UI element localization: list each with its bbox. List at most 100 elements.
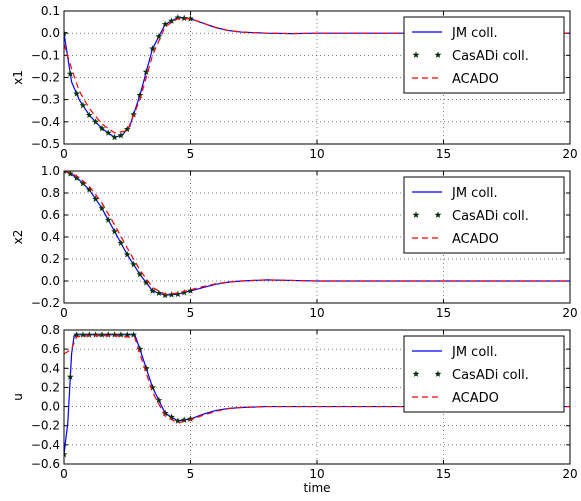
data-point-casadi	[98, 124, 106, 132]
data-point-casadi	[161, 409, 169, 417]
data-point-casadi	[117, 131, 125, 139]
series-line-acado	[64, 18, 570, 134]
data-point-casadi	[111, 227, 119, 235]
legend-label: CasADi coll.	[452, 209, 529, 224]
data-point-casadi	[111, 133, 119, 141]
series-line-acado	[64, 335, 570, 424]
y-tick-label: 0.8	[41, 186, 60, 200]
legend-box	[403, 176, 565, 254]
y-tick-label: −0.4	[31, 438, 60, 452]
legend-marker	[412, 370, 420, 377]
data-point-casadi	[161, 291, 169, 299]
x-tick-label: 0	[60, 147, 68, 161]
data-point-casadi	[130, 260, 137, 268]
x-tick-label: 10	[309, 306, 324, 320]
data-point-casadi	[155, 396, 163, 404]
data-point-casadi	[66, 171, 74, 177]
x-tick-label: 15	[436, 467, 451, 481]
data-point-casadi	[85, 331, 93, 338]
data-point-casadi	[136, 345, 144, 353]
data-point-casadi	[168, 17, 175, 24]
data-point-casadi	[64, 450, 68, 458]
data-point-casadi	[79, 101, 87, 109]
data-point-casadi	[104, 331, 112, 338]
y-tick-label: −0.2	[31, 296, 60, 310]
legend-label: JM coll.	[451, 186, 498, 201]
data-point-casadi	[180, 14, 188, 22]
data-point-casadi	[73, 90, 81, 97]
data-point-casadi	[174, 290, 182, 298]
data-point-casadi	[187, 415, 194, 422]
y-tick-label: −0.2	[31, 419, 60, 433]
data-point-casadi	[149, 287, 156, 294]
x-tick-label: 20	[562, 467, 577, 481]
data-point-casadi	[66, 373, 74, 380]
y-tick-label: −0.5	[31, 137, 60, 151]
x-tick-label: 15	[436, 306, 451, 320]
legend: JM coll. CasADi coll. ACADO	[403, 335, 565, 413]
y-tick-label: 0.2	[41, 380, 60, 394]
x-tick-label: 10	[309, 147, 324, 161]
y-tick-label: −0.4	[31, 115, 60, 129]
y-tick-label: −0.1	[31, 48, 60, 62]
data-point-casadi	[174, 14, 182, 21]
x-tick-label: 5	[187, 467, 195, 481]
legend-marker	[412, 211, 420, 218]
legend-box	[403, 335, 565, 413]
legend-marker	[434, 370, 442, 377]
y-tick-label: 0.6	[41, 342, 60, 356]
data-point-casadi	[136, 270, 144, 278]
y-axis-label: x2	[11, 230, 25, 245]
data-point-casadi	[111, 331, 119, 338]
data-point-casadi	[123, 125, 131, 133]
data-point-casadi	[104, 216, 112, 223]
y-tick-label: 0.1	[41, 4, 60, 18]
data-point-casadi	[92, 195, 100, 202]
y-tick-label: 0.4	[41, 230, 60, 244]
legend-label: JM coll.	[451, 345, 498, 360]
data-point-casadi	[130, 331, 137, 338]
legend-marker	[434, 51, 442, 58]
axes-frame	[63, 329, 571, 465]
x-tick-label: 20	[562, 147, 577, 161]
legend-label: ACADO	[452, 72, 499, 87]
data-point-casadi	[92, 331, 100, 338]
y-tick-label: 0.8	[41, 323, 60, 337]
data-point-casadi	[98, 331, 106, 338]
subplot-x2: 0 5 10 15 20 −0.2 0.0 0.2 0.4 0.6 0.8 1.0 x2 JM coll.…	[11, 164, 578, 320]
series-line-acado	[64, 171, 570, 295]
x-tick-label: 15	[436, 147, 451, 161]
y-tick-label: −0.6	[31, 457, 60, 471]
data-point-casadi	[155, 289, 163, 297]
x-tick-label: 20	[562, 306, 577, 320]
y-tick-label: 1.0	[41, 164, 60, 178]
legend-marker	[412, 51, 420, 58]
axes-frame	[63, 10, 571, 145]
legend-label: CasADi coll.	[452, 49, 529, 64]
data-point-casadi	[180, 416, 188, 423]
y-tick-label: −0.3	[31, 93, 60, 107]
data-point-casadi	[79, 331, 87, 338]
data-point-casadi	[187, 287, 194, 294]
series-group	[64, 171, 570, 299]
axes-frame	[63, 170, 571, 304]
data-point-casadi	[136, 91, 144, 99]
legend-marker	[434, 211, 442, 218]
y-axis-label: x1	[11, 70, 25, 85]
data-point-casadi	[155, 32, 163, 40]
data-point-casadi	[142, 364, 150, 372]
legend-label: ACADO	[452, 391, 499, 406]
legend-box	[403, 16, 565, 94]
data-point-casadi	[149, 45, 156, 52]
data-point-casadi	[123, 331, 131, 338]
data-point-casadi	[168, 413, 175, 421]
data-point-casadi	[142, 68, 150, 75]
data-point-casadi	[85, 186, 93, 193]
x-tick-label: 5	[187, 306, 195, 320]
y-tick-label: 0.0	[41, 26, 60, 40]
legend: JM coll. CasADi coll. ACADO	[403, 176, 565, 254]
y-tick-label: 0.0	[41, 274, 60, 288]
data-point-casadi	[123, 251, 131, 258]
